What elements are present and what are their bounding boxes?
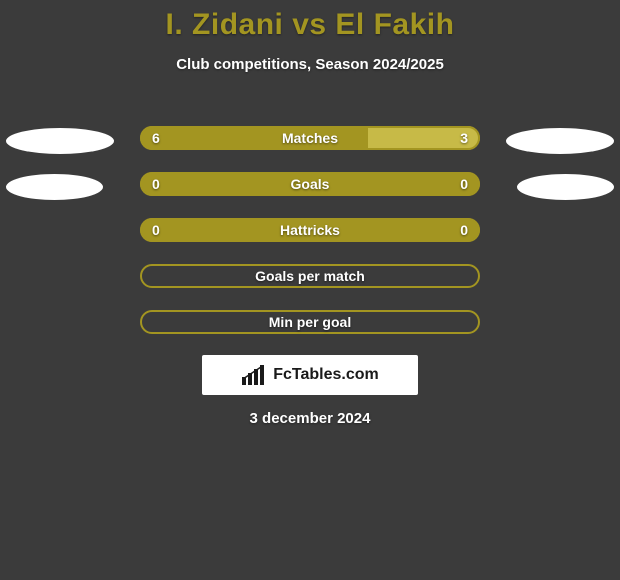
bar-track [140,310,480,334]
logo-box: FcTables.com [202,355,418,395]
left-ellipse [6,174,103,200]
bar-fill-left [140,126,368,150]
date-text: 3 december 2024 [0,410,620,427]
bar-fill-left [140,172,480,196]
bar-track [140,218,480,242]
page-title: I. Zidani vs El Fakih [0,0,620,42]
left-ellipse [6,128,114,154]
bar-fill-left [140,218,480,242]
comparison-row: Min per goal [0,302,620,348]
chart-icon [241,365,267,385]
comparison-row: Goals00 [0,164,620,210]
comparison-row: Hattricks00 [0,210,620,256]
comparison-rows: Matches63Goals00Hattricks00Goals per mat… [0,118,620,348]
comparison-row: Goals per match [0,256,620,302]
subtitle: Club competitions, Season 2024/2025 [0,56,620,73]
bar-track [140,264,480,288]
right-ellipse [506,128,614,154]
bar-track [140,172,480,196]
comparison-row: Matches63 [0,118,620,164]
logo-text: FcTables.com [273,366,379,384]
bar-track [140,126,480,150]
chart-canvas: I. Zidani vs El Fakih Club competitions,… [0,0,620,580]
bar-fill-right [368,126,480,150]
right-ellipse [517,174,614,200]
